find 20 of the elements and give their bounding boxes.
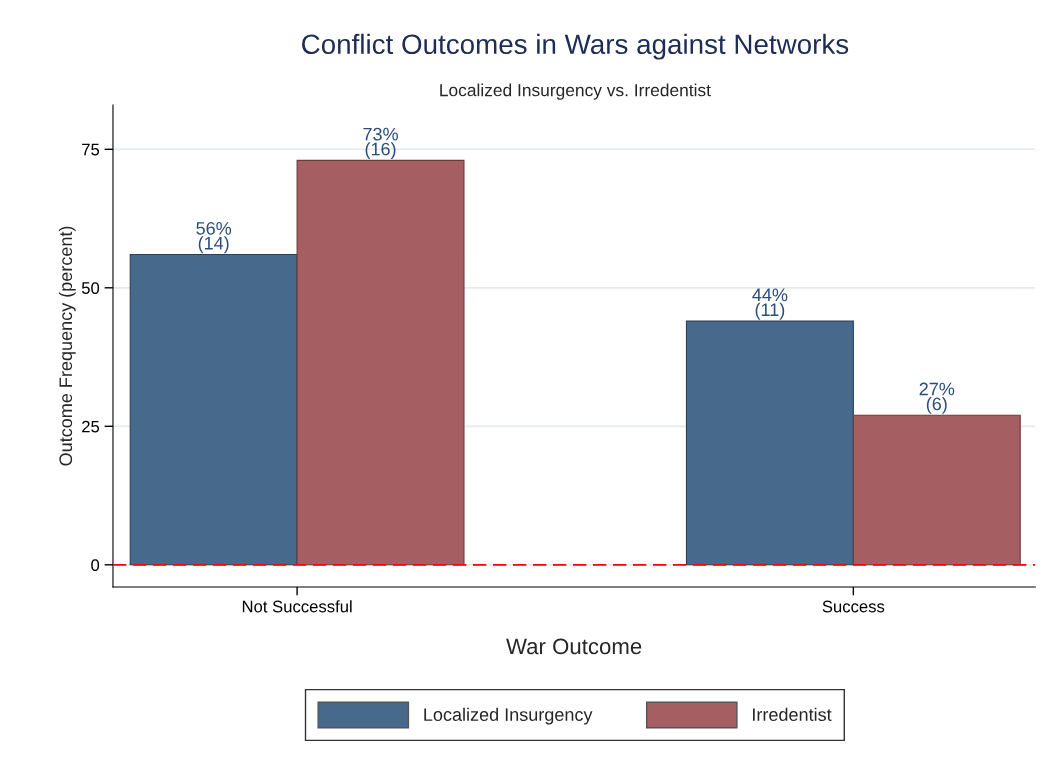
data-label: 27% (6) <box>919 382 955 414</box>
x-tick-label: Success <box>822 600 885 613</box>
data-label: 56% (14) <box>196 221 232 254</box>
data-label: 44% (11) <box>752 288 788 320</box>
legend-label: Localized Insurgency <box>424 707 593 725</box>
bar <box>129 254 298 566</box>
x-tick-label: Not Successful <box>242 600 352 613</box>
y-tick-label: 75 <box>82 143 100 156</box>
bar <box>685 320 854 566</box>
legend-label: Irredentist <box>753 707 832 722</box>
chart-title: Conflict Outcomes in Wars against Networks <box>302 33 849 60</box>
y-tick-label: 25 <box>82 420 100 433</box>
data-label: 73% (16) <box>363 127 398 159</box>
x-axis-title: War Outcome <box>506 638 642 655</box>
chart-subtitle: Localized Insurgency vs. Irredentist <box>440 83 711 100</box>
y-tick-label: 50 <box>81 282 100 294</box>
y-tick-label: 0 <box>91 559 100 572</box>
bar <box>296 159 465 566</box>
y-axis-title: Outcome Frequency (percent) <box>58 226 76 466</box>
bar <box>852 414 1021 566</box>
